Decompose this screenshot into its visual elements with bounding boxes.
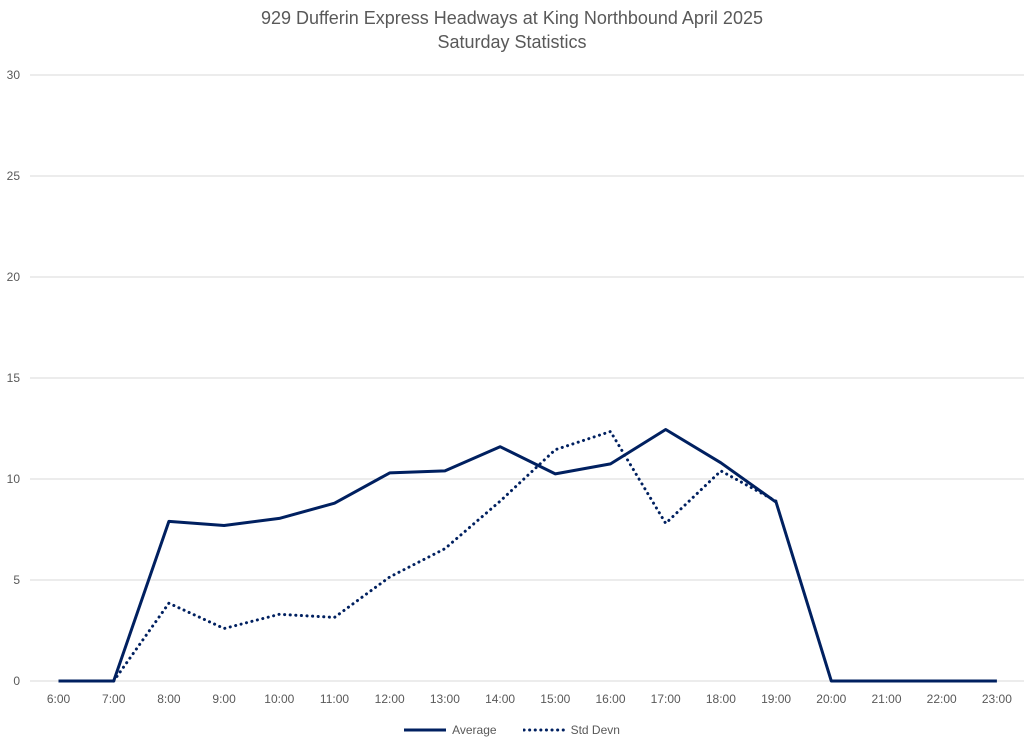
data-point-std-devn <box>719 469 722 472</box>
data-point-average <box>719 461 722 464</box>
data-point-average <box>443 469 446 472</box>
data-point-average <box>609 462 612 465</box>
data-point-std-devn <box>223 627 226 630</box>
chart-subtitle: Saturday Statistics <box>437 32 587 52</box>
legend-label-average: Average <box>452 723 497 737</box>
data-point-std-devn <box>443 547 446 550</box>
data-point-average <box>57 680 60 683</box>
data-point-average <box>499 445 502 448</box>
x-tick-label: 19:00 <box>761 692 791 706</box>
gridlines <box>30 74 1024 682</box>
x-axis-ticks: 6:00 7:00 8:00 9:00 10:00 11:00 12:00 13:00 14:0… <box>47 692 1012 706</box>
x-tick-label: 13:00 <box>430 692 460 706</box>
x-tick-label: 10:00 <box>264 692 294 706</box>
chart-title-block: 929 Dufferin Express Headways at King No… <box>0 6 1024 54</box>
y-axis-ticks: 0 5 10 15 20 25 30 <box>7 68 21 688</box>
x-tick-label: 17:00 <box>651 692 681 706</box>
data-point-std-devn <box>278 613 281 616</box>
y-tick-label: 25 <box>7 169 21 183</box>
data-point-std-devn <box>775 500 778 503</box>
legend-item-std-devn: Std Devn <box>522 723 620 737</box>
data-point-average <box>223 524 226 527</box>
x-tick-label: 14:00 <box>485 692 515 706</box>
data-point-average <box>940 680 943 683</box>
series-lines <box>57 428 998 683</box>
data-point-std-devn <box>499 500 502 503</box>
legend-label-std-devn: Std Devn <box>570 723 620 737</box>
data-point-average <box>333 502 336 505</box>
legend-swatch-average <box>404 728 447 732</box>
x-tick-label: 8:00 <box>157 692 181 706</box>
data-point-average <box>995 680 998 683</box>
data-point-std-devn <box>388 575 391 578</box>
x-tick-label: 22:00 <box>927 692 957 706</box>
data-point-std-devn <box>609 430 612 433</box>
data-point-average <box>278 517 281 520</box>
y-tick-label: 30 <box>7 68 21 82</box>
x-tick-label: 12:00 <box>375 692 405 706</box>
data-point-std-devn <box>554 448 557 451</box>
y-tick-label: 20 <box>7 270 21 284</box>
x-tick-label: 9:00 <box>212 692 236 706</box>
x-tick-label: 6:00 <box>47 692 71 706</box>
data-point-average <box>885 680 888 683</box>
data-point-std-devn <box>333 616 336 619</box>
data-point-std-devn <box>167 602 170 605</box>
x-tick-label: 15:00 <box>540 692 570 706</box>
y-tick-label: 15 <box>7 371 21 385</box>
y-tick-label: 0 <box>13 674 20 688</box>
chart-title: 929 Dufferin Express Headways at King No… <box>261 8 763 28</box>
data-point-average <box>554 472 557 475</box>
series-line-std-devn <box>112 430 778 683</box>
data-point-average <box>830 680 833 683</box>
legend: Average Std Devn <box>0 721 1024 739</box>
legend-item-average: Average <box>404 723 497 737</box>
data-point-average <box>664 428 667 431</box>
data-point-average <box>388 471 391 474</box>
data-point-std-devn <box>664 522 667 525</box>
series-line-average <box>58 428 997 683</box>
x-tick-label: 7:00 <box>102 692 126 706</box>
data-point-std-devn <box>112 680 115 683</box>
x-tick-label: 11:00 <box>320 692 349 706</box>
y-tick-label: 5 <box>13 573 20 587</box>
x-tick-label: 16:00 <box>595 692 625 706</box>
legend-swatch-std-devn <box>522 728 565 732</box>
x-tick-label: 23:00 <box>982 692 1012 706</box>
x-tick-label: 21:00 <box>871 692 901 706</box>
x-tick-label: 20:00 <box>816 692 846 706</box>
y-tick-label: 10 <box>7 472 21 486</box>
data-point-average <box>167 520 170 523</box>
x-tick-label: 18:00 <box>706 692 736 706</box>
